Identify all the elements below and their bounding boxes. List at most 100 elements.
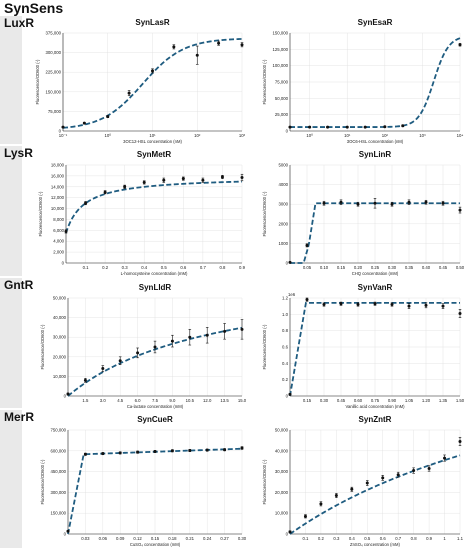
- chart-panel-2: SynEsaR 0 25,000 50,000 75,000 100,000 125,000…: [262, 18, 463, 144]
- data-point: [407, 200, 411, 204]
- x-tick-label: 7.5: [152, 398, 159, 403]
- data-point: [441, 304, 445, 308]
- data-point: [363, 125, 367, 129]
- x-tick-label: 15.0: [238, 398, 247, 403]
- chart-title: SynEsaR: [358, 18, 393, 27]
- data-point: [334, 494, 338, 498]
- x-tick-label: 10³: [239, 133, 246, 138]
- x-tick-label: 0.21: [186, 536, 195, 541]
- data-point: [305, 298, 309, 302]
- data-point: [153, 449, 157, 453]
- y-axis-label: Fluorescence/OD600 (-): [40, 324, 45, 370]
- y-tick-label: 100,000: [272, 63, 288, 68]
- data-point: [356, 303, 360, 307]
- y-tick-label: 10,000: [275, 511, 289, 516]
- data-point: [441, 201, 445, 205]
- data-point: [407, 304, 411, 308]
- y-tick-label: 375,000: [45, 31, 61, 36]
- data-point: [322, 201, 326, 205]
- y-tick-label: 0: [59, 129, 62, 134]
- y-tick-label: 5000: [278, 163, 288, 168]
- x-tick-label: 9.0: [169, 398, 176, 403]
- x-axis-label: Vanillic acid concentration (mM): [345, 404, 405, 409]
- x-tick-label: 0.30: [320, 398, 329, 403]
- y-tick-label: 0.2: [282, 377, 289, 382]
- row-label-gntr: GntR: [4, 278, 34, 292]
- x-tick-label: 0.7: [395, 536, 402, 541]
- y-tick-label: 10,000: [53, 374, 67, 379]
- y-tick-label: 8,000: [53, 217, 64, 222]
- data-point: [288, 125, 292, 129]
- y-tick-label: 0: [286, 394, 289, 399]
- x-tick-label: 0.1: [302, 536, 309, 541]
- data-point: [151, 69, 154, 73]
- x-tick-label: 0.12: [133, 536, 142, 541]
- x-tick-label: 0.4: [349, 536, 356, 541]
- data-point: [401, 124, 405, 128]
- x-tick-label: 10²: [194, 133, 201, 138]
- data-point: [396, 473, 400, 477]
- y-tick-label: 0: [62, 261, 65, 266]
- x-tick-label: 0.8: [219, 265, 226, 270]
- data-point: [381, 476, 385, 480]
- chart-title: SynLinR: [359, 150, 392, 159]
- x-tick-label: 0.40: [422, 265, 431, 270]
- y-tick-label: 0: [286, 129, 289, 134]
- y-tick-label: 12,000: [51, 195, 65, 200]
- y-tick-label: 40,000: [53, 315, 67, 320]
- data-point: [424, 200, 428, 204]
- row-label-merr: MerR: [4, 410, 35, 424]
- x-tick-label: 0.90: [388, 398, 397, 403]
- y-tick-label: 125,000: [272, 47, 288, 52]
- data-point: [170, 339, 174, 343]
- x-tick-label: 0.3: [122, 265, 129, 270]
- data-point: [118, 451, 122, 455]
- data-point: [356, 202, 360, 206]
- chart-title: SynLldR: [139, 283, 172, 292]
- y-tick-label: 30,000: [53, 335, 67, 340]
- y-tick-label: 1000: [278, 241, 288, 246]
- y-tick-label: 0: [286, 532, 289, 537]
- y-axis-label: Fluorescence/OD600 (-): [262, 459, 267, 505]
- x-tick-label: 10⁰: [104, 133, 111, 138]
- fit-curve: [289, 302, 460, 397]
- data-point: [240, 327, 244, 331]
- y-tick-label: 20,000: [275, 490, 289, 495]
- data-point: [339, 302, 343, 306]
- x-tick-label: 10⁰: [306, 133, 313, 138]
- y-tick-label: 0: [286, 261, 289, 266]
- y-tick-label: 25,000: [275, 112, 289, 117]
- y-tick-label: 1.2: [282, 296, 289, 301]
- x-tick-label: 0.27: [220, 536, 229, 541]
- x-tick-label: 0.9: [426, 536, 433, 541]
- data-point: [136, 351, 140, 355]
- x-tick-label: 1.35: [439, 398, 448, 403]
- data-point: [240, 446, 244, 450]
- chart-title: SynLasR: [135, 18, 169, 27]
- data-point: [64, 229, 68, 233]
- x-tick-label: 1.1: [457, 536, 464, 541]
- x-tick-label: 0.6: [180, 265, 187, 270]
- x-axis-label: 3OC6-HSL concentration (nM): [347, 139, 404, 144]
- data-point: [127, 91, 131, 95]
- y-tick-label: 40,000: [275, 448, 289, 453]
- data-point: [240, 43, 244, 47]
- x-tick-label: 0.7: [200, 265, 207, 270]
- data-point: [458, 439, 462, 443]
- data-point: [458, 208, 462, 212]
- chart-title: SynVanR: [358, 283, 393, 292]
- chart-panel-7: SynCueR 0 150,000 300,000 450,000 600,000 750,…: [40, 415, 247, 547]
- row-band-lysr: [0, 146, 22, 276]
- x-axis-label: L-homocysteine concentration (mM): [121, 271, 188, 276]
- data-point: [66, 392, 70, 396]
- x-tick-label: 0.35: [405, 265, 414, 270]
- x-tick-label: 0.18: [168, 536, 177, 541]
- x-tick-label: 0.2: [102, 265, 109, 270]
- data-point: [412, 469, 416, 473]
- data-point: [345, 125, 349, 129]
- data-point: [322, 303, 326, 307]
- data-point: [106, 115, 110, 119]
- x-tick-label: 13.5: [220, 398, 229, 403]
- x-tick-label: 10¹: [344, 133, 351, 138]
